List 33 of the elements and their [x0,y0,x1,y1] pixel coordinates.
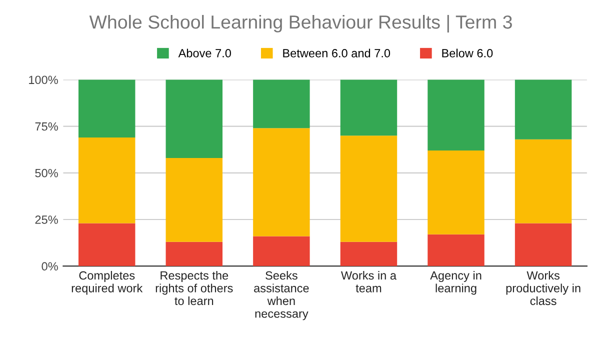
bar [253,128,310,236]
bar [340,80,398,136]
y-tick-label: 50% [35,168,58,178]
x-tick-label: Works productively in class [506,270,580,306]
x-tick-label: Agency in learning [430,270,482,295]
chart-title: Whole School Learning Behaviour Results | Term 3 [89,14,512,33]
x-tick-label: Seeks assistance when necessary [254,270,309,320]
bar [340,242,398,266]
legend-label: Above 7.0 [178,48,231,58]
x-tick-label: Completes required work [72,270,143,295]
bar [78,137,136,224]
x-tick-label: Works in a team [341,270,396,292]
y-tick-label: 75% [35,122,58,131]
bar [340,136,398,242]
bar [428,150,484,234]
y-tick-label: 0% [42,262,58,271]
bar [166,242,223,266]
bar [428,80,484,151]
bar [78,80,136,138]
bar [514,139,572,224]
y-tick-label: 100% [29,76,58,84]
bar [514,80,572,140]
bar [78,223,136,266]
legend-label: Below 6.0 [442,48,493,58]
bar [166,158,223,242]
legend-label: Between 6.0 and 7.0 [283,48,390,58]
bar [514,223,572,266]
bar [428,234,484,266]
bar [253,236,310,266]
bar [166,80,223,158]
bar [253,80,310,128]
y-tick-label: 25% [35,216,58,224]
x-tick-label: Respects the rights of others to learn [156,270,233,306]
